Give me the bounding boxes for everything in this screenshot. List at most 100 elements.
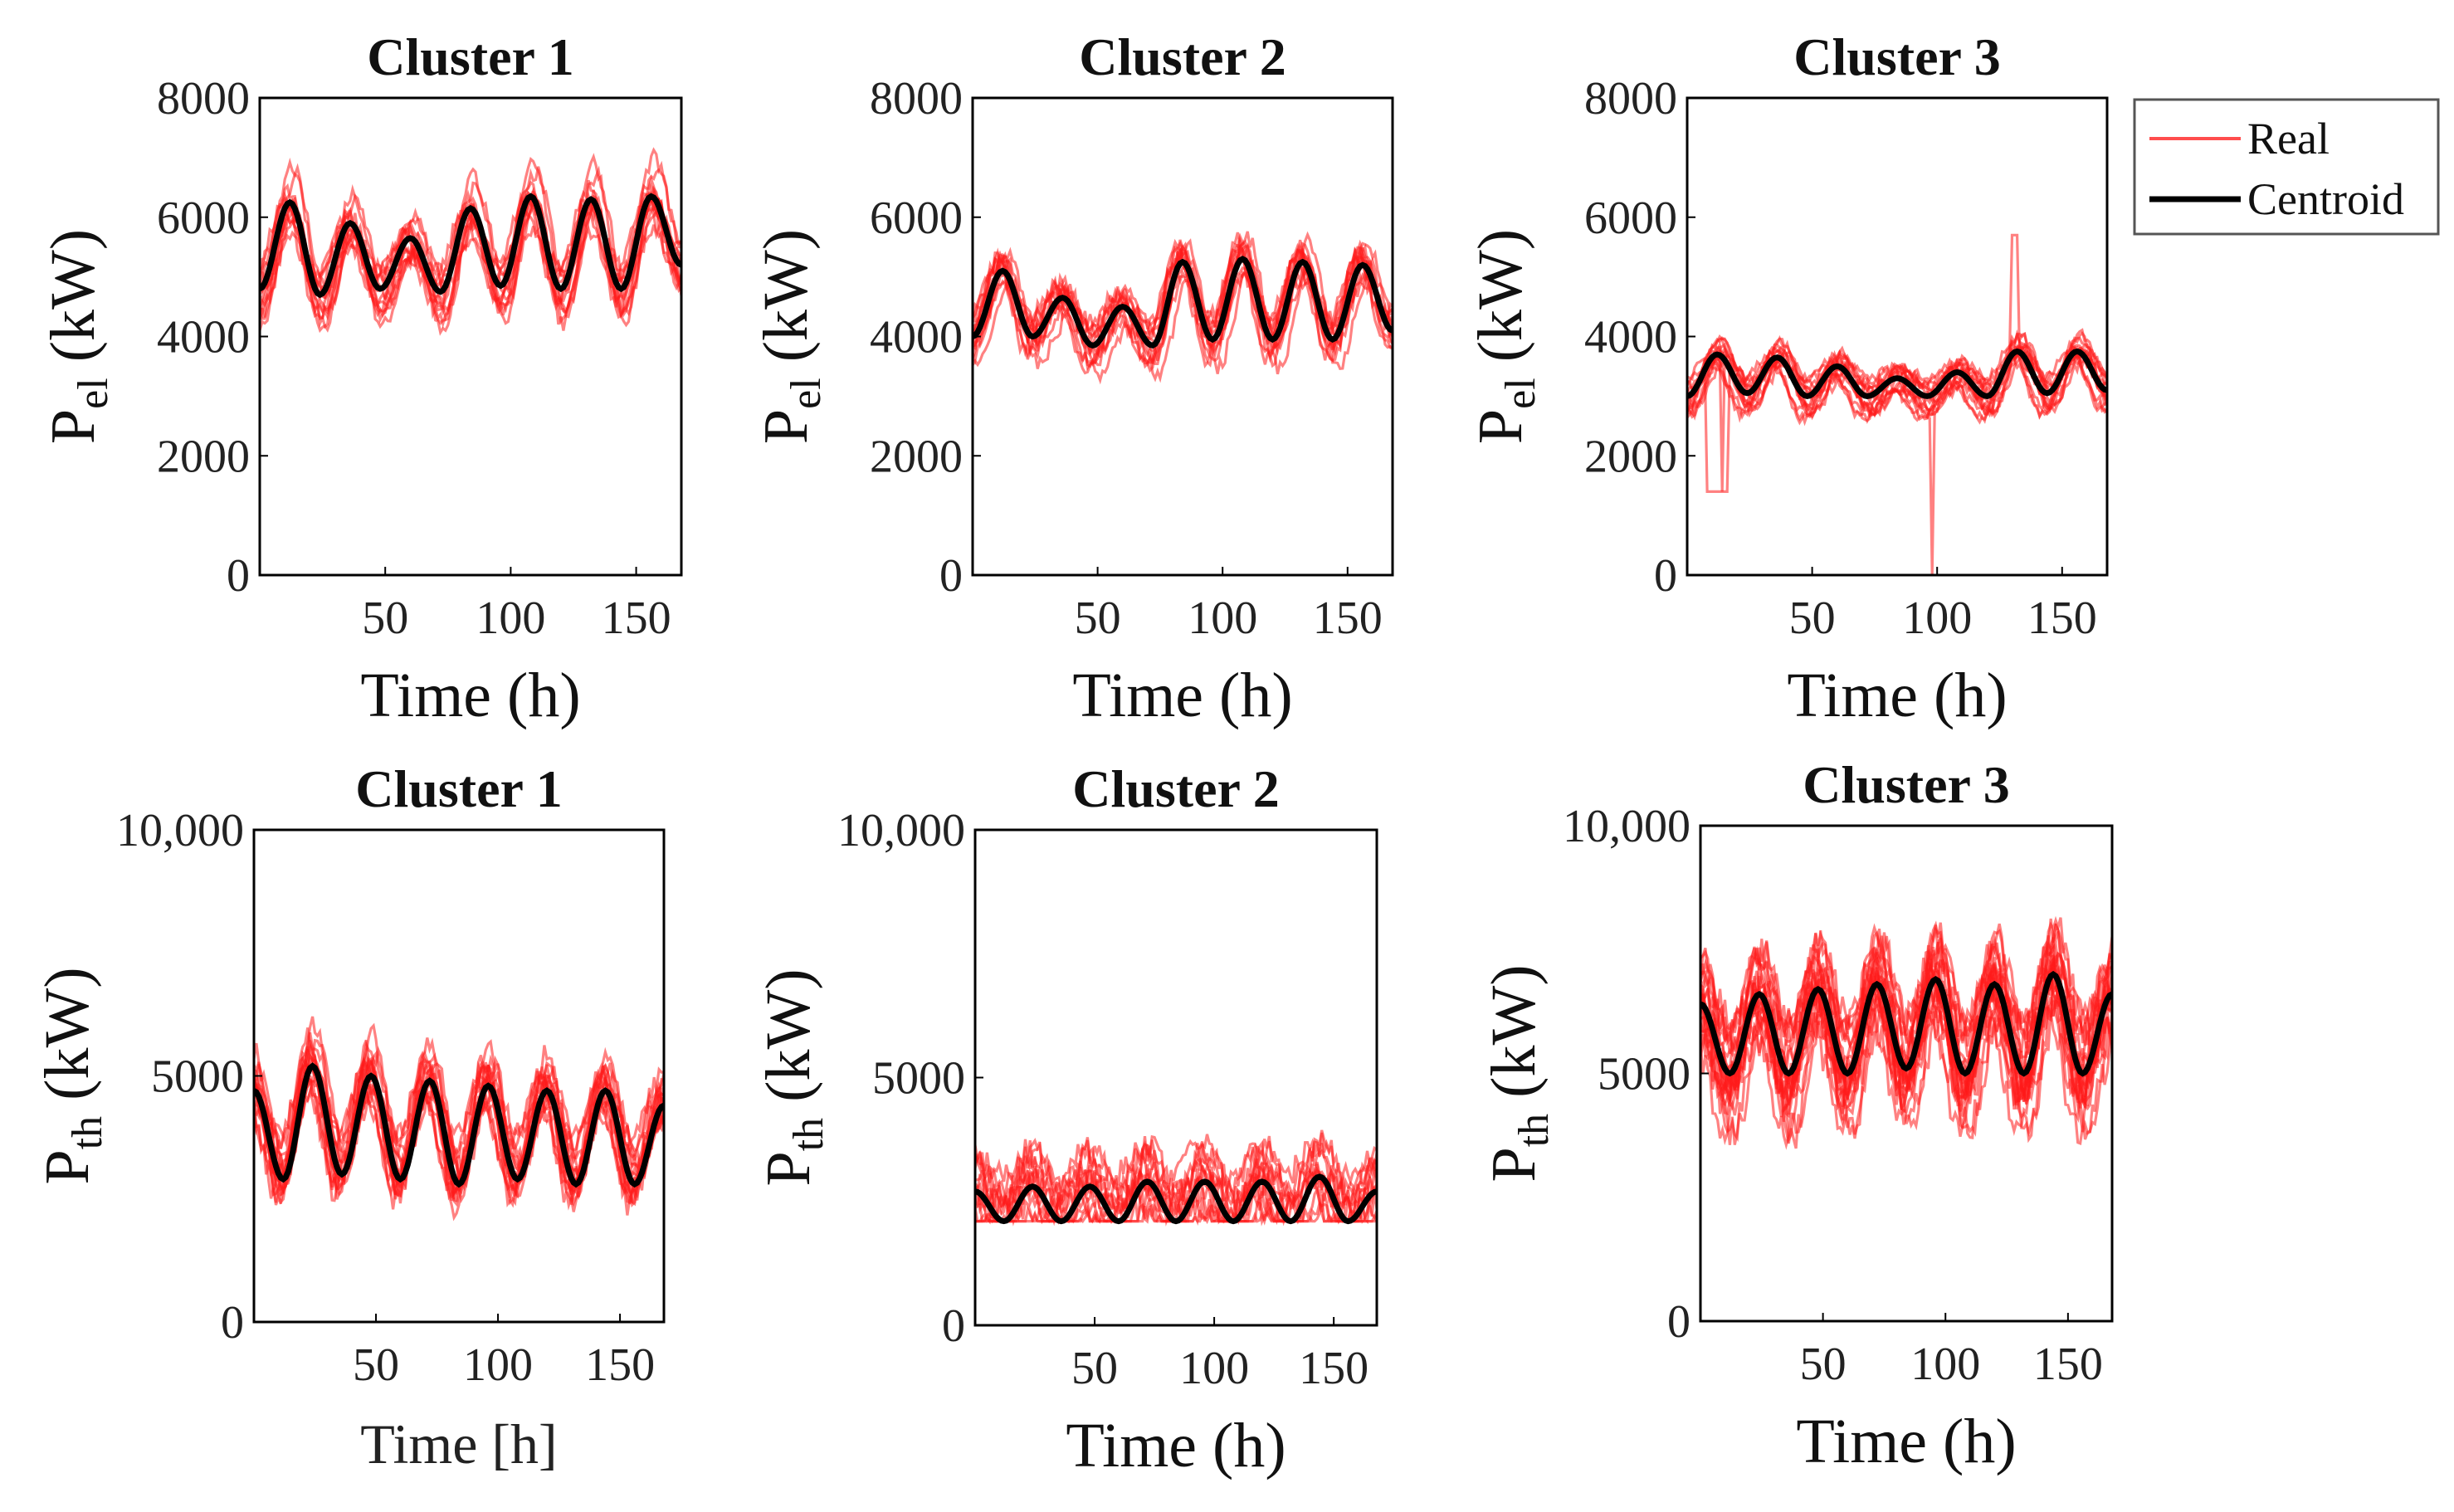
y-tick-label: 10,000: [1563, 801, 1690, 852]
y-axis-label-unit: (kW): [38, 229, 108, 378]
x-tick-label: 150: [1299, 1343, 1368, 1394]
panels: 0 2000 4000 6000 8000 50 100 150 Cluster 1 Time (…: [32, 27, 2114, 1480]
x-axis-label: Time (h): [360, 661, 580, 730]
x-tick-label: 50: [1075, 593, 1121, 644]
panel-title: Cluster 3: [1793, 27, 2000, 86]
plot-area: [975, 830, 1377, 1325]
y-tick-label: 6000: [1584, 193, 1677, 244]
y-tick-label: 0: [1654, 550, 1677, 602]
y-axis-label-subscript: th: [1510, 1114, 1558, 1147]
x-tick-label: 100: [1179, 1343, 1249, 1394]
x-axis-label: Time (h): [1066, 1411, 1286, 1480]
y-axis-label: Pel (kW): [1466, 229, 1544, 444]
y-tick-label: 10,000: [837, 805, 965, 856]
x-tick-label: 150: [585, 1339, 655, 1391]
plot-area: [1687, 98, 2107, 575]
x-tick-label: 50: [353, 1339, 399, 1391]
plot-area: [260, 98, 681, 575]
y-tick-label: 0: [1667, 1296, 1690, 1348]
x-tick-label: 150: [2033, 1339, 2103, 1390]
y-tick-label: 4000: [157, 312, 250, 363]
y-axis-label-main: P: [38, 409, 108, 444]
x-tick-label: 50: [362, 593, 408, 644]
y-axis-label-unit: (kW): [1466, 229, 1535, 378]
y-tick-label: 5000: [151, 1051, 244, 1103]
x-tick-label: 100: [1902, 593, 1972, 644]
panel-title: Cluster 1: [355, 759, 562, 818]
x-tick-label: 150: [602, 593, 671, 644]
real-series-line: [975, 1137, 1377, 1209]
real-series-line: [1700, 1006, 2112, 1116]
y-axis-label: Pth (kW): [754, 968, 832, 1186]
panel-title: Cluster 2: [1079, 27, 1286, 86]
centroid-series-line: [975, 1173, 1377, 1225]
y-axis-label-main: P: [1466, 409, 1535, 444]
y-axis-label-main: P: [751, 409, 821, 444]
panel-bottom-1: 0 5000 10,000 50 100 150 Cluster 1 Time [h] Pth …: [32, 759, 666, 1475]
x-axis-label: Time (h): [1796, 1407, 2016, 1476]
y-tick-label: 0: [227, 550, 250, 602]
centroid-series-line: [254, 1062, 664, 1188]
y-axis-label-main: P: [1479, 1147, 1549, 1182]
y-tick-label: 8000: [157, 73, 250, 124]
y-axis-label-main: P: [754, 1151, 823, 1186]
x-tick-label: 50: [1789, 593, 1836, 644]
real-series-line: [1700, 937, 2112, 1044]
x-tick-label: 50: [1800, 1339, 1847, 1390]
legend: Real Centroid: [2133, 98, 2440, 236]
y-axis-label-subscript: th: [785, 1118, 832, 1151]
y-tick-label: 0: [942, 1300, 965, 1352]
y-tick-label: 5000: [872, 1053, 965, 1105]
y-axis-label: Pth (kW): [32, 967, 111, 1184]
panel-title: Cluster 2: [1072, 759, 1279, 818]
real-series-line: [260, 191, 681, 320]
y-tick-label: 6000: [157, 193, 250, 244]
y-axis-label-unit: (kW): [32, 967, 102, 1115]
y-tick-label: 2000: [157, 431, 250, 482]
x-axis-label: Time (h): [1787, 661, 2007, 730]
legend-box: [2133, 98, 2440, 236]
real-series-line: [975, 1161, 1377, 1217]
x-tick-label: 50: [1071, 1343, 1118, 1394]
y-axis-label-subscript: th: [64, 1116, 111, 1149]
y-axis-label-main: P: [32, 1149, 102, 1184]
y-tick-label: 0: [221, 1297, 244, 1349]
x-axis-label: Time [h]: [360, 1412, 557, 1475]
centroid-series-line: [1687, 348, 2107, 399]
y-tick-label: 4000: [1584, 312, 1677, 363]
x-tick-label: 150: [1313, 593, 1383, 644]
centroid-series-line: [1700, 970, 2112, 1077]
legend-centroid-label: Centroid: [2247, 174, 2404, 224]
y-axis-label-subscript: el: [1497, 378, 1544, 409]
panel-top-1: 0 2000 4000 6000 8000 50 100 150 Cluster 1 Time (…: [38, 27, 683, 730]
x-tick-label: 100: [476, 593, 545, 644]
panel-top-3: 0 2000 4000 6000 8000 50 100 150 Cluster 3 Time (…: [1466, 27, 2109, 730]
real-series-line: [973, 266, 1393, 372]
y-tick-label: 10,000: [116, 805, 244, 856]
y-tick-label: 8000: [1584, 73, 1677, 124]
y-axis-label: Pel (kW): [38, 229, 117, 444]
y-tick-label: 5000: [1598, 1049, 1690, 1100]
y-axis-label-unit: (kW): [751, 229, 821, 378]
y-tick-label: 2000: [1584, 431, 1677, 482]
y-axis-label: Pth (kW): [1479, 964, 1558, 1182]
panel-bottom-3: 0 5000 10,000 50 100 150 Cluster 3 Time (h) Pth …: [1479, 755, 2114, 1476]
y-tick-label: 2000: [870, 431, 963, 482]
y-tick-label: 0: [939, 550, 963, 602]
x-tick-label: 100: [1910, 1339, 1980, 1390]
y-axis-label-unit: (kW): [754, 968, 823, 1117]
x-tick-label: 150: [2027, 593, 2097, 644]
y-axis-label: Pel (kW): [751, 229, 830, 444]
y-tick-label: 8000: [870, 73, 963, 124]
y-axis-label-unit: (kW): [1479, 964, 1549, 1113]
panel-bottom-2: 0 5000 10,000 50 100 150 Cluster 2 Time (h) Pth …: [754, 759, 1378, 1480]
panel-title: Cluster 1: [367, 27, 573, 86]
panel-top-2: 0 2000 4000 6000 8000 50 100 150 Cluster 2 Time (…: [751, 27, 1394, 730]
centroid-series-line: [260, 193, 681, 299]
panel-title: Cluster 3: [1803, 755, 2009, 814]
y-tick-label: 4000: [870, 312, 963, 363]
centroid-series-line: [973, 256, 1393, 349]
x-tick-label: 100: [1188, 593, 1257, 644]
y-tick-label: 6000: [870, 193, 963, 244]
